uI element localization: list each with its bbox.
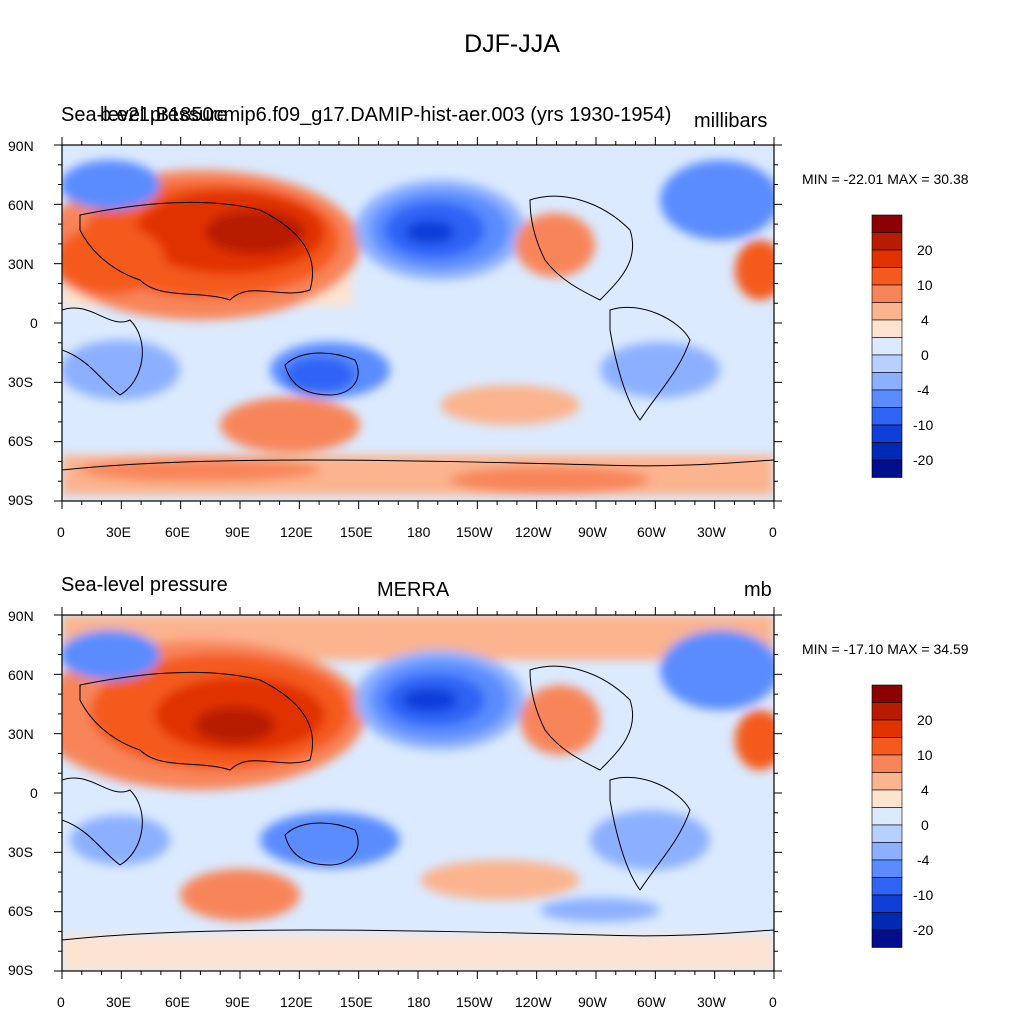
bottom-lon-label: 180 — [407, 994, 431, 1010]
bottom-colorbar-swatch — [871, 859, 903, 878]
bottom-case-label: MERRA — [377, 579, 450, 601]
bottom-lon-label: 0 — [769, 994, 777, 1010]
bottom-colorbar-swatch — [871, 824, 903, 843]
top-colorbar-swatch — [871, 459, 903, 478]
top-lat-label: 60S — [8, 433, 33, 449]
top-lat-label: 90S — [8, 492, 33, 508]
bottom-lon-label: 120W — [515, 994, 552, 1010]
bottom-map-field — [62, 615, 774, 971]
bottom-lon-label: 90E — [225, 994, 250, 1010]
bottom-lon-label: 60W — [637, 994, 666, 1010]
top-colorbar-label: -20 — [913, 452, 934, 468]
top-lon-label: 90E — [225, 524, 250, 540]
bottom-lat-label: 30S — [8, 844, 33, 860]
bottom-colorbar-swatch — [871, 737, 903, 756]
bottom-lat-label: 60S — [8, 903, 33, 919]
bottom-colorbar-swatch — [871, 754, 903, 773]
top-colorbar-swatch — [871, 302, 903, 321]
top-lon-label: 120W — [515, 524, 552, 540]
top-colorbar-swatch — [871, 249, 903, 268]
top-lat-label: 60N — [8, 197, 34, 213]
bottom-lon-label: 30E — [106, 994, 131, 1010]
bottom-colorbar-label: 10 — [917, 747, 933, 763]
bottom-colorbar-swatch — [871, 772, 903, 791]
top-colorbar-swatch — [871, 337, 903, 356]
top-lat-label: 30N — [8, 256, 34, 272]
bottom-colorbar-swatch — [871, 789, 903, 808]
bottom-lon-label: 90W — [578, 994, 607, 1010]
top-colorbar-swatch — [871, 267, 903, 286]
top-lat-label: 30S — [8, 374, 33, 390]
bottom-colorbar-label: 4 — [921, 782, 929, 798]
figure-title: DJF-JJA — [464, 30, 560, 58]
bottom-lat-label: 30N — [8, 726, 34, 742]
bottom-colorbar-swatch — [871, 912, 903, 931]
top-variable-label: Sea-level pressure — [61, 104, 228, 126]
top-colorbar-label: 10 — [917, 277, 933, 293]
bottom-variable-label: Sea-level pressure — [61, 574, 228, 596]
top-colorbar-label: -4 — [917, 382, 930, 398]
top-coastlines — [62, 195, 774, 471]
bottom-lon-label: 60E — [165, 994, 190, 1010]
bottom-lon-label: 120E — [280, 994, 313, 1010]
top-lon-label: 30W — [697, 524, 726, 540]
top-lon-label: 0 — [57, 524, 65, 540]
top-colorbar-swatch — [871, 389, 903, 408]
bottom-lon-label: 150W — [456, 994, 493, 1010]
top-lat-label: 0 — [30, 315, 38, 331]
bottom-lon-label: 150E — [340, 994, 373, 1010]
top-colorbar-swatch — [871, 407, 903, 426]
top-colorbar-label: 20 — [917, 242, 933, 258]
bottom-colorbar-label: -20 — [913, 922, 934, 938]
bottom-colorbar-label: 0 — [921, 817, 929, 833]
bottom-lat-label: 90S — [8, 962, 33, 978]
top-colorbar-swatch — [871, 214, 903, 233]
top-lon-label: 30E — [106, 524, 131, 540]
bottom-min-max: MIN = -17.10 MAX = 34.59 — [802, 641, 969, 657]
bottom-colorbar-label: -4 — [917, 852, 930, 868]
top-lon-label: 180 — [407, 524, 431, 540]
bottom-colorbar-swatch — [871, 702, 903, 721]
top-colorbar-label: 0 — [921, 347, 929, 363]
top-map-field — [62, 145, 774, 501]
bottom-colorbar-swatch — [871, 894, 903, 913]
bottom-coastlines — [62, 665, 774, 941]
top-colorbar-label: -10 — [913, 417, 934, 433]
bottom-colorbar-swatch — [871, 877, 903, 896]
bottom-colorbar-swatch — [871, 807, 903, 826]
top-lon-label: 150E — [340, 524, 373, 540]
top-units-label: millibars — [694, 110, 768, 132]
top-colorbar-label: 4 — [921, 312, 929, 328]
bottom-lat-label: 90N — [8, 608, 34, 624]
top-colorbar-swatch — [871, 284, 903, 303]
top-lat-label: 90N — [8, 138, 34, 154]
top-colorbar-swatch — [871, 442, 903, 461]
top-colorbar-swatch — [871, 424, 903, 443]
bottom-colorbar-swatch — [871, 684, 903, 703]
top-lon-label: 90W — [578, 524, 607, 540]
bottom-colorbar-swatch — [871, 842, 903, 861]
top-colorbar-swatch — [871, 232, 903, 251]
bottom-colorbar-label: 20 — [917, 712, 933, 728]
bottom-colorbar-swatch — [871, 719, 903, 738]
bottom-lon-label: 0 — [57, 994, 65, 1010]
top-colorbar-swatch — [871, 319, 903, 338]
top-lon-label: 120E — [280, 524, 313, 540]
top-case-label: b.e21.B1850cmip6.f09_g17.DAMIP-hist-aer.… — [100, 104, 672, 126]
bottom-lat-label: 60N — [8, 667, 34, 683]
top-lon-label: 150W — [456, 524, 493, 540]
bottom-colorbar-label: -10 — [913, 887, 934, 903]
top-colorbar-swatch — [871, 372, 903, 391]
top-lon-label: 60W — [637, 524, 666, 540]
bottom-units-label: mb — [744, 579, 772, 601]
top-min-max: MIN = -22.01 MAX = 30.38 — [802, 171, 969, 187]
top-lon-label: 60E — [165, 524, 190, 540]
bottom-lon-label: 30W — [697, 994, 726, 1010]
bottom-lat-label: 0 — [30, 785, 38, 801]
top-lon-label: 0 — [769, 524, 777, 540]
top-colorbar-swatch — [871, 354, 903, 373]
bottom-colorbar-swatch — [871, 929, 903, 948]
